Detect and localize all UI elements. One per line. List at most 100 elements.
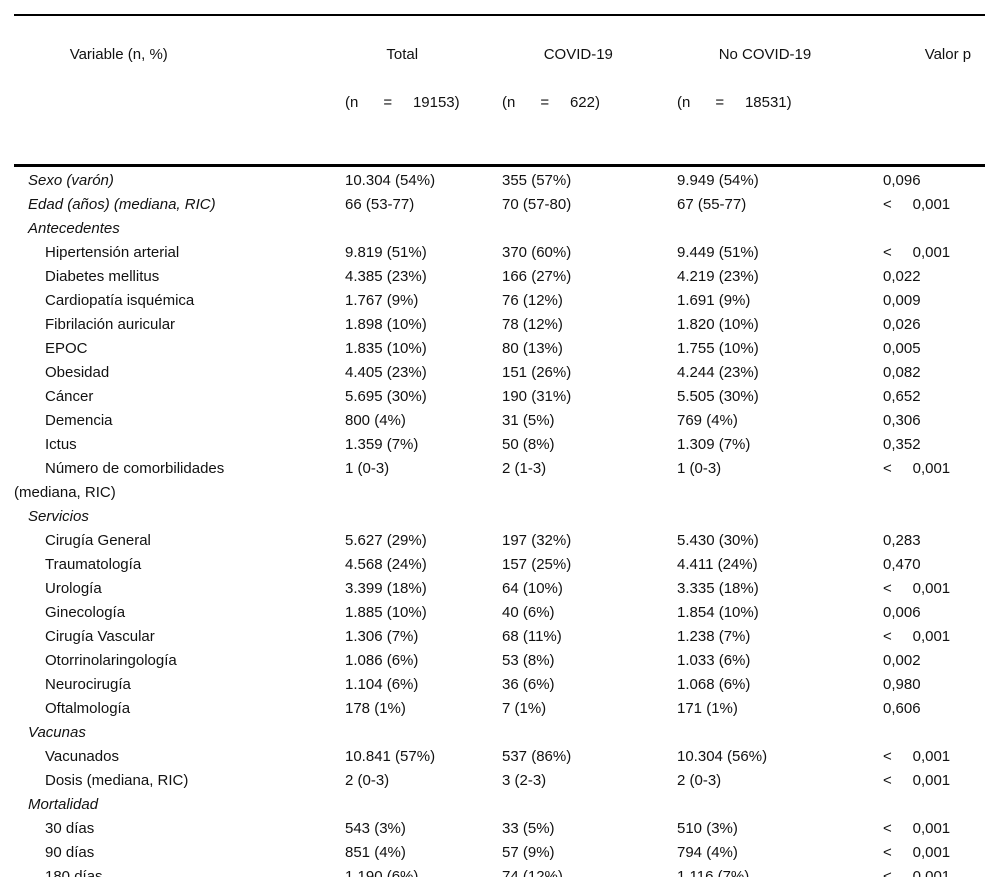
cell-total: 1.104 (6%) <box>345 676 419 693</box>
cell-total: 1.359 (7%) <box>345 436 419 453</box>
variable-label: Diabetes mellitus <box>45 268 160 285</box>
variable-label: Vacunados <box>45 748 119 765</box>
cell-covid <box>502 217 677 241</box>
cell-variable: Ictus <box>14 433 345 457</box>
cell-no-covid <box>677 721 883 745</box>
cell-total <box>345 721 502 745</box>
table-row: Hipertensión arterial 9.819 (51%) 370 (6… <box>14 241 985 265</box>
cell-total: 4.405 (23%) <box>345 364 427 381</box>
cell-no-covid: 4.219 (23%) <box>677 268 759 285</box>
cell-p-value: 0,306 <box>883 412 921 429</box>
cell-total: 4.385 (23%) <box>345 268 427 285</box>
cell-variable: EPOC <box>14 337 345 361</box>
cell-total: 1.306 (7%) <box>345 628 419 645</box>
variable-label: Sexo (varón) <box>28 172 114 189</box>
column-header-n: (n = 19153) <box>345 94 460 111</box>
cell-covid: 74 (12%) <box>502 868 563 877</box>
table-row: Cirugía General 5.627 (29%) 197 (32%) 5.… <box>14 529 985 553</box>
cell-covid: 36 (6%) <box>502 676 555 693</box>
cell-total: 1.885 (10%) <box>345 604 427 621</box>
table-row: Ginecología 1.885 (10%) 40 (6%) 1.854 (1… <box>14 601 985 625</box>
cell-variable: Vacunados <box>14 745 345 769</box>
cell-no-covid: 67 (55-77) <box>677 196 747 213</box>
cell-variable: Otorrinolaringología <box>14 649 345 673</box>
variable-label: Ginecología <box>45 604 126 621</box>
table-body: Sexo (varón) 10.304 (54%) 355 (57%) 9.94… <box>14 166 985 877</box>
cell-total: 5.627 (29%) <box>345 532 427 549</box>
table-row: EPOC 1.835 (10%) 80 (13%) 1.755 (10%) 0,… <box>14 337 985 361</box>
cell-p-value: < 0,001 <box>883 748 951 765</box>
column-header-label: Variable (n, %) <box>69 46 168 63</box>
table-row: 90 días 851 (4%) 57 (9%) 794 (4%) < 0,00… <box>14 841 985 865</box>
column-header-label: Total <box>386 46 419 63</box>
variable-label: 180 días <box>45 868 103 877</box>
cell-total: 800 (4%) <box>345 412 406 429</box>
cell-variable: Mortalidad <box>14 793 345 817</box>
cell-covid: 166 (27%) <box>502 268 572 285</box>
variable-label: Servicios <box>28 508 89 525</box>
cell-variable: Cirugía General <box>14 529 345 553</box>
cell-no-covid: 1.309 (7%) <box>677 436 751 453</box>
cell-variable: Obesidad <box>14 361 345 385</box>
cell-p-value: < 0,001 <box>883 772 951 789</box>
cell-covid: 157 (25%) <box>502 556 572 573</box>
cell-variable: Sexo (varón) <box>14 166 345 194</box>
variable-label: Número de comorbilidades <box>45 460 225 477</box>
cell-total: 1.767 (9%) <box>345 292 419 309</box>
variable-label: 90 días <box>45 844 95 861</box>
cell-covid: 64 (10%) <box>502 580 563 597</box>
cell-total: 10.841 (57%) <box>345 748 436 765</box>
cell-p-value: 0,022 <box>883 268 921 285</box>
table-row: Dosis (mediana, RIC) 2 (0-3) 3 (2-3) 2 (… <box>14 769 985 793</box>
cell-no-covid: 1.238 (7%) <box>677 628 751 645</box>
table-row: Diabetes mellitus 4.385 (23%) 166 (27%) … <box>14 265 985 289</box>
variable-label: Neurocirugía <box>45 676 131 693</box>
cell-p-value <box>883 505 985 529</box>
table-row: Cáncer 5.695 (30%) 190 (31%) 5.505 (30%)… <box>14 385 985 409</box>
cell-total <box>345 217 502 241</box>
cell-p-value: < 0,001 <box>883 244 951 261</box>
variable-label: Dosis (mediana, RIC) <box>45 772 189 789</box>
cell-variable: Hipertensión arterial <box>14 241 345 265</box>
cell-variable: Ginecología <box>14 601 345 625</box>
cell-no-covid: 4.244 (23%) <box>677 364 759 381</box>
cell-p-value: 0,980 <box>883 676 921 693</box>
variable-label: Demencia <box>45 412 113 429</box>
cell-no-covid: 4.411 (24%) <box>677 556 758 573</box>
cell-p-value: 0,470 <box>883 556 921 573</box>
cell-total: 4.568 (24%) <box>345 556 427 573</box>
cell-no-covid: 5.430 (30%) <box>677 532 759 549</box>
table-row: 180 días 1.190 (6%) 74 (12%) 1.116 (7%) … <box>14 865 985 877</box>
cell-p-value: < 0,001 <box>883 460 951 477</box>
cell-p-value: 0,352 <box>883 436 921 453</box>
cell-covid: 76 (12%) <box>502 292 563 309</box>
cell-p-value: < 0,001 <box>883 820 951 837</box>
variable-label: Obesidad <box>45 364 110 381</box>
variable-label: Traumatología <box>45 556 142 573</box>
cell-no-covid: 1.068 (6%) <box>677 676 751 693</box>
cell-no-covid: 769 (4%) <box>677 412 738 429</box>
cell-total: 1.835 (10%) <box>345 340 427 357</box>
cell-covid: 31 (5%) <box>502 412 555 429</box>
cell-covid: 355 (57%) <box>502 172 572 189</box>
cell-p-value <box>883 217 985 241</box>
cell-covid: 537 (86%) <box>502 748 572 765</box>
cell-variable: Traumatología <box>14 553 345 577</box>
cell-total: 851 (4%) <box>345 844 406 861</box>
table-row: Traumatología 4.568 (24%) 157 (25%) 4.41… <box>14 553 985 577</box>
cell-variable: Cirugía Vascular <box>14 625 345 649</box>
cell-p-value: 0,009 <box>883 292 921 309</box>
cell-total: 1.190 (6%) <box>345 868 419 877</box>
cell-total <box>345 505 502 529</box>
cell-variable: Antecedentes <box>14 217 345 241</box>
cell-variable: 180 días <box>14 865 345 877</box>
table-header: Variable (n, %) Total (n = 19153) COVID-… <box>14 15 985 166</box>
cell-covid: 197 (32%) <box>502 532 572 549</box>
variable-label: Fibrilación auricular <box>45 316 176 333</box>
cell-total: 1.898 (10%) <box>345 316 427 333</box>
table-row: Demencia 800 (4%) 31 (5%) 769 (4%) 0,306 <box>14 409 985 433</box>
table-row: Antecedentes <box>14 217 985 241</box>
cell-total: 178 (1%) <box>345 700 406 717</box>
column-header-n: (n = 622) <box>502 94 600 111</box>
